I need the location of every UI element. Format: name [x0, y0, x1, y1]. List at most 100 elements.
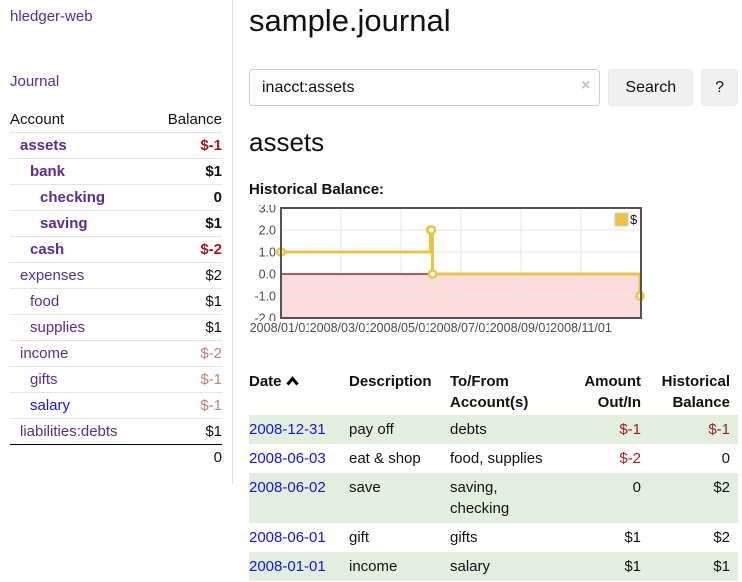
txn-accounts-cell: gifts — [450, 529, 478, 546]
txn-accounts-cell: food, supplies — [450, 450, 543, 467]
txn-date-cell: 2008-06-02 — [249, 473, 349, 523]
accounts-header-balance: Balance — [167, 111, 222, 128]
sort-ascending-icon — [285, 376, 299, 386]
txn-balance-cell: $-1 — [708, 421, 730, 438]
sidebar-account-link-assets[interactable]: assets — [20, 137, 67, 154]
txn-date-cell: 2008-12-31 — [249, 415, 349, 444]
txn-balance-cell: $2 — [713, 529, 730, 546]
account-cell: expenses — [10, 262, 151, 289]
txn-accounts-cell: salary — [450, 558, 491, 575]
legend-label: $ — [630, 212, 638, 227]
sidebar-account-link-cash[interactable]: cash — [30, 241, 65, 258]
sidebar: hledger-web Journal Account Balance asse… — [0, 0, 233, 484]
transaction-row: 2008-06-01 gift gifts $1 $2 — [249, 523, 738, 552]
txn-description-cell: save — [349, 479, 381, 496]
account-cell: salary — [10, 392, 151, 419]
accounts-total-row: 0 — [10, 444, 222, 470]
transaction-row: 2008-06-02 save saving, checking 0 $2 — [249, 473, 738, 523]
transactions-header-date[interactable]: Date — [249, 369, 349, 415]
account-balance: 0 — [150, 184, 222, 211]
accounts-total-balance: 0 — [150, 444, 222, 470]
txn-date-cell: 2008-06-01 — [249, 523, 349, 552]
transactions-header-amount: Amount Out/In — [584, 373, 641, 411]
svg-text:-1.0: -1.0 — [254, 290, 276, 304]
account-cell: income — [10, 340, 151, 367]
sidebar-account-link-expenses[interactable]: expenses — [20, 267, 85, 284]
transaction-date-link[interactable]: 2008-06-03 — [249, 450, 326, 467]
transaction-date-link[interactable]: 2008-12-31 — [249, 421, 326, 438]
account-row: salary $-1 — [10, 392, 222, 419]
main-content: sample.journal × Search ? assets Histori… — [233, 0, 742, 581]
accounts-header-row: Account Balance — [10, 107, 222, 133]
sidebar-nav: Journal — [10, 73, 222, 91]
account-balance: $-1 — [150, 392, 222, 419]
txn-amount-cell: $-1 — [619, 421, 641, 438]
search-input-wrap: × — [249, 69, 601, 106]
transaction-row: 2008-12-31 pay off debts $-1 $-1 — [249, 415, 738, 444]
nav-journal-link[interactable]: Journal — [10, 73, 60, 90]
account-balance: $1 — [150, 210, 222, 237]
account-cell: liabilities:debts — [10, 418, 151, 445]
sidebar-account-link-gifts[interactable]: gifts — [30, 371, 58, 388]
txn-date-cell: 2008-06-03 — [249, 444, 349, 473]
transactions-header-balance: Historical Balance — [661, 373, 730, 411]
accounts-header-account: Account — [10, 111, 65, 128]
app-title-link[interactable]: hledger-web — [10, 8, 93, 25]
account-balance: $1 — [150, 418, 222, 445]
transaction-row: 2008-01-01 income salary $1 $1 — [249, 552, 738, 581]
account-row: saving $1 — [10, 210, 222, 237]
sidebar-account-link-supplies[interactable]: supplies — [30, 319, 86, 336]
account-row: checking 0 — [10, 184, 222, 211]
txn-accounts-cell: debts — [450, 421, 487, 438]
sidebar-account-link-food[interactable]: food — [30, 293, 60, 310]
x-axis-tick-label: 2008/11/01 — [549, 321, 613, 335]
x-axis-tick-label: 2008/03/01 — [308, 321, 374, 335]
transaction-date-link[interactable]: 2008-01-01 — [249, 558, 326, 575]
transaction-date-link[interactable]: 2008-06-01 — [249, 529, 326, 546]
transactions-table: Date Description To/From Account(s) Amou… — [249, 369, 738, 581]
account-row: cash $-2 — [10, 236, 222, 263]
txn-description-cell: income — [349, 558, 398, 575]
account-balance: $1 — [150, 314, 222, 341]
account-balance: $-2 — [150, 340, 222, 367]
x-axis-tick-label: 2008/01/01 — [248, 321, 314, 335]
account-cell: gifts — [10, 366, 151, 393]
account-row: liabilities:debts $1 — [10, 418, 222, 445]
x-axis-tick-label: 2008/05/01 — [368, 321, 434, 335]
sidebar-account-link-liabilities-debts[interactable]: liabilities:debts — [20, 423, 118, 440]
account-row: income $-2 — [10, 340, 222, 367]
x-axis-tick-label: 2008/07/01 — [428, 321, 494, 335]
svg-text:1.0: 1.0 — [259, 246, 276, 260]
sidebar-account-link-bank[interactable]: bank — [30, 163, 66, 180]
txn-amount-cell: $-2 — [619, 450, 641, 467]
txn-amount-cell: $1 — [624, 558, 641, 575]
sidebar-account-link-income[interactable]: income — [20, 345, 69, 362]
clear-search-icon[interactable]: × — [581, 77, 591, 94]
account-balance: $-1 — [150, 366, 222, 393]
sidebar-account-link-checking[interactable]: checking — [40, 189, 106, 206]
sidebar-account-link-saving[interactable]: saving — [40, 215, 88, 232]
account-cell: food — [10, 288, 151, 315]
txn-date-cell: 2008-01-01 — [249, 552, 349, 581]
search-input[interactable] — [249, 69, 601, 106]
account-cell: saving — [10, 210, 151, 237]
legend-swatch — [614, 212, 629, 227]
account-row: bank $1 — [10, 158, 222, 185]
transactions-header-row: Date Description To/From Account(s) Amou… — [249, 369, 738, 415]
transaction-row: 2008-06-03 eat & shop food, supplies $-2 0 — [249, 444, 738, 473]
account-balance: $2 — [150, 262, 222, 289]
account-row: expenses $2 — [10, 262, 222, 289]
transaction-date-link[interactable]: 2008-06-02 — [249, 479, 326, 496]
svg-text:3.0: 3.0 — [259, 205, 276, 216]
txn-amount-cell: $1 — [624, 529, 641, 546]
txn-description-cell: gift — [349, 529, 370, 546]
account-row: gifts $-1 — [10, 366, 222, 393]
help-button[interactable]: ? — [701, 69, 738, 106]
sidebar-account-link-salary[interactable]: salary — [30, 397, 71, 414]
account-cell: cash — [10, 236, 151, 263]
search-bar: × Search ? — [249, 69, 738, 106]
chart-title: Historical Balance: — [249, 181, 385, 198]
search-button[interactable]: Search — [608, 69, 694, 106]
account-cell: assets — [10, 132, 151, 159]
